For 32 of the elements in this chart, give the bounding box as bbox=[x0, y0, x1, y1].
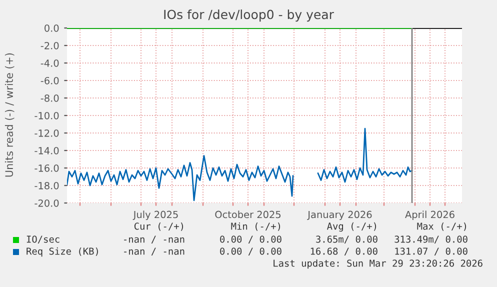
y-tick-label: -10.0 bbox=[34, 112, 59, 120]
text: 3.65m/ 0.00 bbox=[316, 236, 378, 244]
y-tick-label: -18.0 bbox=[34, 182, 59, 190]
y-tick-label: -14.0 bbox=[34, 146, 59, 154]
text: Avg (-/+) bbox=[327, 222, 376, 232]
y-tick-label: -2.0 bbox=[40, 42, 59, 50]
y-tick-label: -20.0 bbox=[34, 199, 59, 207]
text: 313.49m/ 0.00 bbox=[394, 236, 468, 244]
text: 131.07 / 0.00 bbox=[395, 248, 468, 256]
text: -nan / -nan bbox=[124, 236, 184, 244]
y-tick-label: -8.0 bbox=[40, 94, 59, 102]
text: Cur (-/+) bbox=[134, 222, 184, 231]
y-tick-label: -6.0 bbox=[40, 76, 59, 84]
text: Max (-/+) bbox=[417, 222, 466, 231]
text: 16.68 / 0.00 bbox=[310, 248, 378, 256]
text: 0.00 / 0.00 bbox=[220, 236, 282, 244]
text: -nan / -nan bbox=[124, 248, 184, 256]
text: Last update: Sun Mar 29 23:20:26 2026 bbox=[274, 259, 482, 269]
x-tick-label: October 2025 bbox=[215, 210, 281, 218]
x-tick-label: July 2025 bbox=[132, 210, 178, 220]
x-tick-label: April 2026 bbox=[405, 210, 454, 220]
text: 0.00 / 0.00 bbox=[220, 248, 282, 256]
legend-label: Req Size (KB) bbox=[26, 247, 98, 257]
y-tick-label: 0.0 bbox=[44, 24, 59, 32]
x-tick-label: January 2026 bbox=[307, 210, 372, 220]
text: Min (-/+) bbox=[231, 222, 280, 231]
chart-title: IOs for /dev/loop0 - by year bbox=[164, 10, 334, 22]
legend-label: IO/sec bbox=[26, 236, 60, 244]
y-tick-label: -4.0 bbox=[40, 59, 59, 67]
y-tick-label: -16.0 bbox=[34, 164, 59, 172]
y-tick-label: -12.0 bbox=[34, 129, 59, 137]
y-axis-title: Units read (-) / write (+) bbox=[4, 53, 14, 177]
